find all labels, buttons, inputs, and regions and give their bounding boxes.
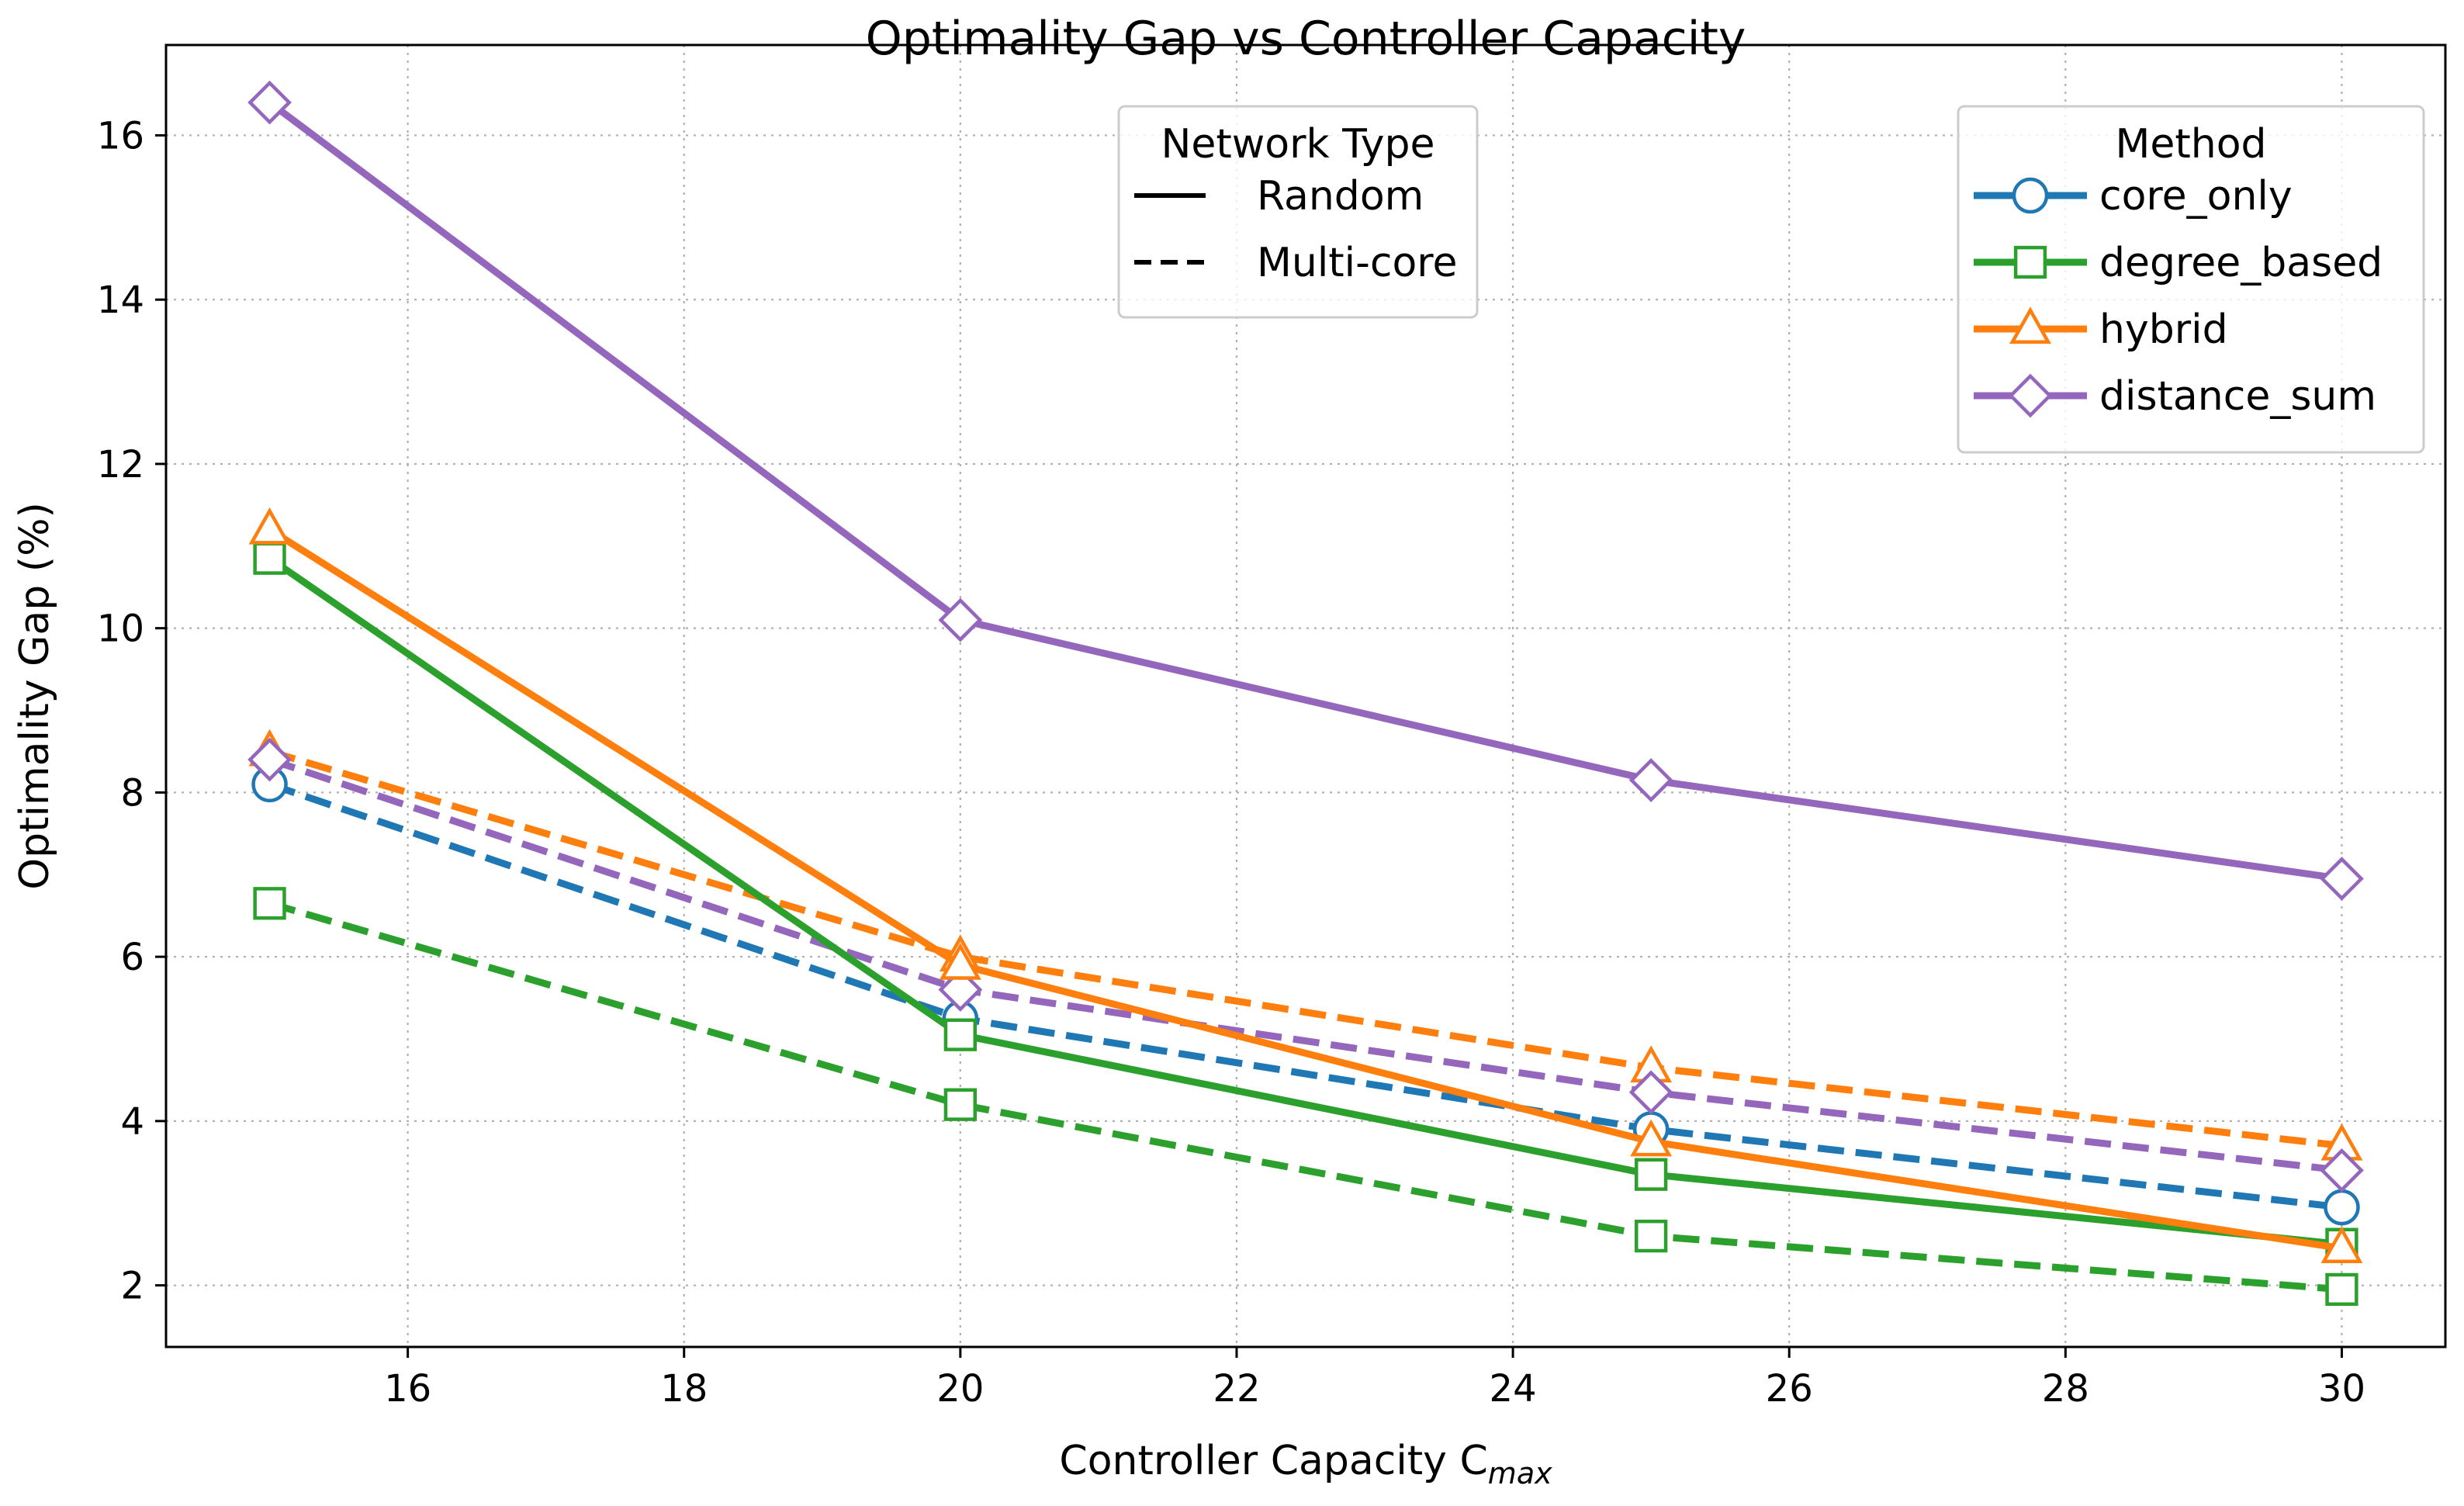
series-line [267, 99, 2343, 883]
legend-method-marker [2008, 373, 2053, 418]
x-axis-label-subscript: max [1488, 1456, 1552, 1490]
data-point [2324, 1189, 2360, 1226]
data-point [2320, 1148, 2364, 1193]
legend-method-label: degree_based [2099, 240, 2383, 286]
data-point [253, 887, 286, 920]
data-point [1628, 758, 1673, 802]
data-point [247, 737, 292, 782]
y-tick-label: 16 [97, 114, 144, 158]
y-tick-label: 12 [97, 443, 144, 486]
x-tick-label: 28 [2042, 1367, 2089, 1411]
data-point [1635, 1158, 1668, 1191]
data-point [253, 542, 286, 575]
legend-method-marker [2012, 177, 2049, 214]
legend-network-type: Network Type Random Multi-core [1117, 105, 1479, 319]
series-line [268, 899, 2342, 1293]
data-point [943, 1018, 977, 1051]
legend-method-label: distance_sum [2099, 373, 2376, 420]
x-tick-label: 26 [1766, 1367, 1813, 1411]
series-line [268, 781, 2342, 1211]
legend-method-label: hybrid [2099, 306, 2228, 353]
series-degree_based-random [253, 542, 2358, 1261]
y-tick-label: 2 [120, 1265, 144, 1308]
series-line [268, 748, 2342, 1150]
legend-network-label: Multi-core [1257, 240, 1458, 286]
data-point [938, 968, 983, 1012]
y-tick-label: 10 [97, 608, 144, 651]
y-axis-label: Optimality Gap (%) [12, 502, 58, 890]
data-point [1630, 1119, 1673, 1157]
legend-method-title: Method [2115, 121, 2266, 168]
legend-network-box [1117, 105, 1479, 319]
x-tick-label: 18 [660, 1367, 708, 1411]
x-tick-label: 22 [1213, 1367, 1260, 1411]
series-line [268, 756, 2342, 1174]
data-point [938, 597, 983, 642]
data-point [939, 942, 981, 980]
x-axis-label: Controller Capacity Cmax [1059, 1438, 1552, 1490]
series-line [267, 555, 2342, 1248]
legend-network-label: Random [1257, 173, 1424, 220]
x-tick-label: 16 [384, 1367, 431, 1411]
x-axis-label-main: Controller Capacity C [1059, 1438, 1487, 1484]
y-tick-label: 4 [120, 1100, 144, 1144]
legend-network-title: Network Type [1161, 121, 1434, 168]
y-tick-label: 6 [120, 936, 144, 979]
data-point [943, 1088, 977, 1121]
plot-frame [164, 43, 2447, 1348]
chart-title: Optimality Gap vs Controller Capacity [866, 12, 1746, 66]
data-point [1635, 1219, 1668, 1253]
legend-method-label: core_only [2099, 173, 2293, 220]
series-distance_sum-multicore [247, 737, 2364, 1193]
series-hybrid-random [248, 507, 2363, 1264]
data-point [247, 80, 292, 125]
data-point [248, 507, 291, 545]
x-tick-label: 20 [936, 1367, 984, 1411]
y-tick-label: 14 [97, 279, 144, 322]
x-tick-label: 24 [1490, 1367, 1537, 1411]
data-point [2325, 1272, 2358, 1307]
series-line [268, 526, 2343, 1252]
y-tick-label: 8 [120, 771, 144, 815]
series-layer [247, 80, 2364, 1307]
data-point [2320, 1226, 2363, 1264]
data-point [2320, 857, 2364, 901]
series-distance_sum-random [247, 80, 2364, 901]
x-tick-label: 30 [2318, 1367, 2365, 1411]
series-degree_based-multicore [253, 887, 2358, 1307]
data-point [1628, 1070, 1673, 1115]
legend-method-marker [2009, 306, 2051, 344]
legend-method-marker [2013, 245, 2047, 279]
